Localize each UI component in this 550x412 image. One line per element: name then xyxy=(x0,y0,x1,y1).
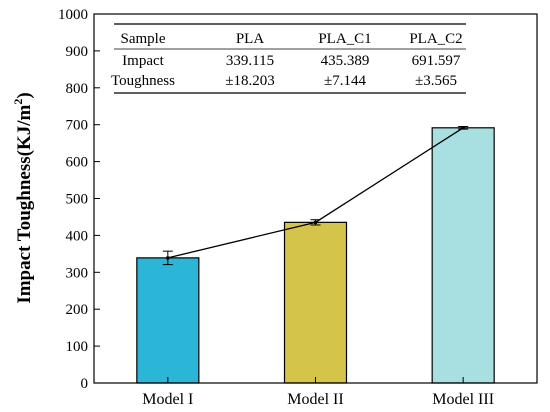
y-tick-label: 700 xyxy=(66,118,89,134)
table-cell: ±18.203 xyxy=(225,73,274,89)
trend-point xyxy=(461,126,465,130)
table-cell: Toughness xyxy=(111,73,175,89)
table-cell: ±7.144 xyxy=(324,73,366,89)
y-tick-label: 800 xyxy=(66,81,89,97)
y-tick-label: 100 xyxy=(66,339,89,355)
y-axis-title-end: ) xyxy=(14,92,35,98)
y-tick-label: 0 xyxy=(81,376,89,392)
table-header-cell: PLA_C2 xyxy=(409,31,462,47)
y-axis-title: Impact Toughness(KJ/m2) xyxy=(11,92,35,303)
plot-frame xyxy=(93,13,538,384)
y-axis-title-sup: 2 xyxy=(11,99,25,105)
table-header-cell: PLA xyxy=(236,31,265,47)
bar xyxy=(136,257,200,384)
table-cell: ±3.565 xyxy=(415,73,457,89)
trend-point xyxy=(166,256,170,260)
table-cell: 435.389 xyxy=(321,53,370,69)
bars xyxy=(136,125,495,384)
table-cell: 339.115 xyxy=(226,53,274,69)
x-tick-label: Model II xyxy=(287,391,343,408)
y-tick-label: 200 xyxy=(66,302,89,318)
trend-point xyxy=(313,220,318,225)
table-cell: 691.597 xyxy=(412,53,461,69)
table-header-cell: PLA_C1 xyxy=(318,31,371,47)
y-tick-label: 400 xyxy=(66,228,89,244)
bar xyxy=(431,127,495,384)
y-tick-label: 600 xyxy=(66,155,89,171)
y-axis-title-main: Impact Toughness(KJ/m xyxy=(14,104,35,303)
bar xyxy=(283,221,348,384)
y-tick-label: 300 xyxy=(66,265,89,281)
y-tick-label: 500 xyxy=(66,192,89,208)
table-header-cell: Sample xyxy=(121,31,166,47)
y-tick-label: 900 xyxy=(66,44,89,60)
x-ticks: Model I Model II Model III xyxy=(142,377,494,408)
table-cell: Impact xyxy=(122,53,164,69)
x-tick-label: Model I xyxy=(142,391,193,408)
y-tick-label: 1000 xyxy=(58,7,88,23)
y-ticks: 0 100 200 300 400 500 600 700 800 900 1000 xyxy=(58,7,100,392)
x-tick-label: Model III xyxy=(432,391,494,408)
trend-line xyxy=(166,126,465,260)
data-table: Sample PLA PLA_C1 PLA_C2 Impact 339.115 435.38… xyxy=(111,23,466,94)
